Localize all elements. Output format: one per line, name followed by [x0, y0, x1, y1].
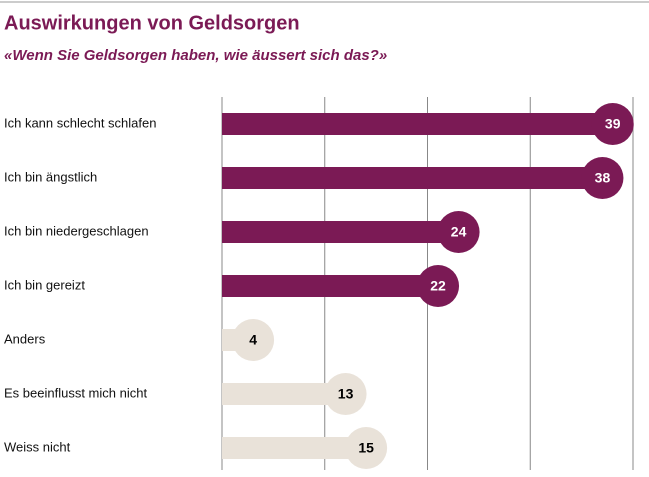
category-label: Ich bin gereizt [4, 277, 85, 292]
bar-cap [437, 211, 480, 253]
bar-body [222, 275, 449, 297]
bar [222, 211, 480, 253]
category-label: Ich kann schlecht schlafen [4, 115, 156, 130]
bar-body [222, 113, 623, 135]
bar [222, 265, 460, 307]
value-label: 13 [338, 386, 354, 402]
bar [222, 103, 634, 145]
category-label: Ich bin ängstlich [4, 169, 97, 184]
bar-cap [232, 319, 275, 361]
category-label: Ich bin niedergeschlagen [4, 223, 149, 238]
category-label: Weiss nicht [4, 439, 71, 454]
bar-body [222, 167, 613, 189]
bar-cap [581, 157, 624, 199]
bar [222, 427, 388, 469]
value-label: 39 [605, 116, 621, 132]
value-label: 24 [451, 224, 467, 240]
bar-cap [417, 265, 460, 307]
value-label: 15 [358, 440, 374, 456]
bar-cap [324, 373, 367, 415]
bar [222, 157, 624, 199]
value-label: 4 [249, 332, 257, 348]
category-label: Es beeinflusst mich nicht [4, 385, 147, 400]
bar-cap [591, 103, 634, 145]
chart-title: Auswirkungen von Geldsorgen [4, 12, 300, 34]
bar-cap [345, 427, 388, 469]
category-label: Anders [4, 331, 46, 346]
bar-body [222, 437, 377, 459]
bar-body [222, 383, 356, 405]
value-label: 38 [595, 170, 611, 186]
bar-body [222, 221, 469, 243]
chart-subtitle: «Wenn Sie Geldsorgen haben, wie äussert … [4, 47, 387, 64]
value-label: 22 [430, 278, 446, 294]
bar [222, 373, 367, 415]
bar [222, 319, 275, 361]
